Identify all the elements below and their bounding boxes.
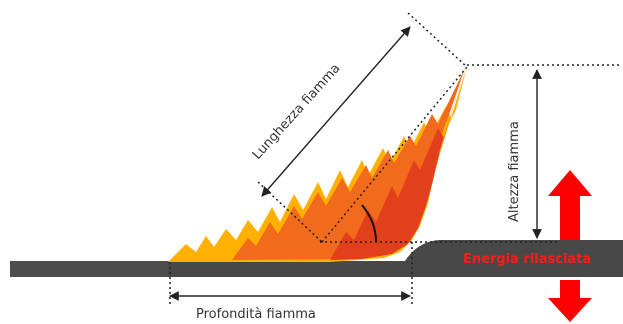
flame-length-label: Lunghezza fiamma <box>250 61 344 163</box>
flame-angle-arc <box>361 204 377 243</box>
flame-height-label: Altezza fiamma <box>507 121 522 222</box>
ground-unburned <box>10 261 170 277</box>
energy-up-arrow-icon <box>548 170 592 240</box>
flame-depth-label: Profondità fiamma <box>196 307 316 322</box>
energy-label: Energia rilasciata <box>463 252 591 267</box>
flame-length-arrow <box>261 26 411 197</box>
energy-down-arrow-icon <box>548 280 592 322</box>
ground-burning <box>168 240 623 277</box>
flame-inner <box>330 72 464 260</box>
